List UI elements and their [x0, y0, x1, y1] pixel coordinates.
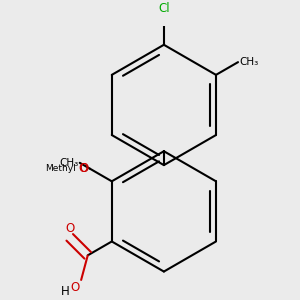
Text: O: O	[79, 162, 88, 175]
Text: CH₃: CH₃	[59, 158, 79, 168]
Text: O: O	[65, 222, 74, 235]
Text: H: H	[61, 285, 70, 298]
Text: CH₃: CH₃	[239, 57, 258, 67]
Text: Methyl: Methyl	[45, 164, 76, 173]
Text: O: O	[78, 162, 87, 175]
Text: Cl: Cl	[158, 2, 170, 15]
Text: O: O	[71, 281, 80, 294]
